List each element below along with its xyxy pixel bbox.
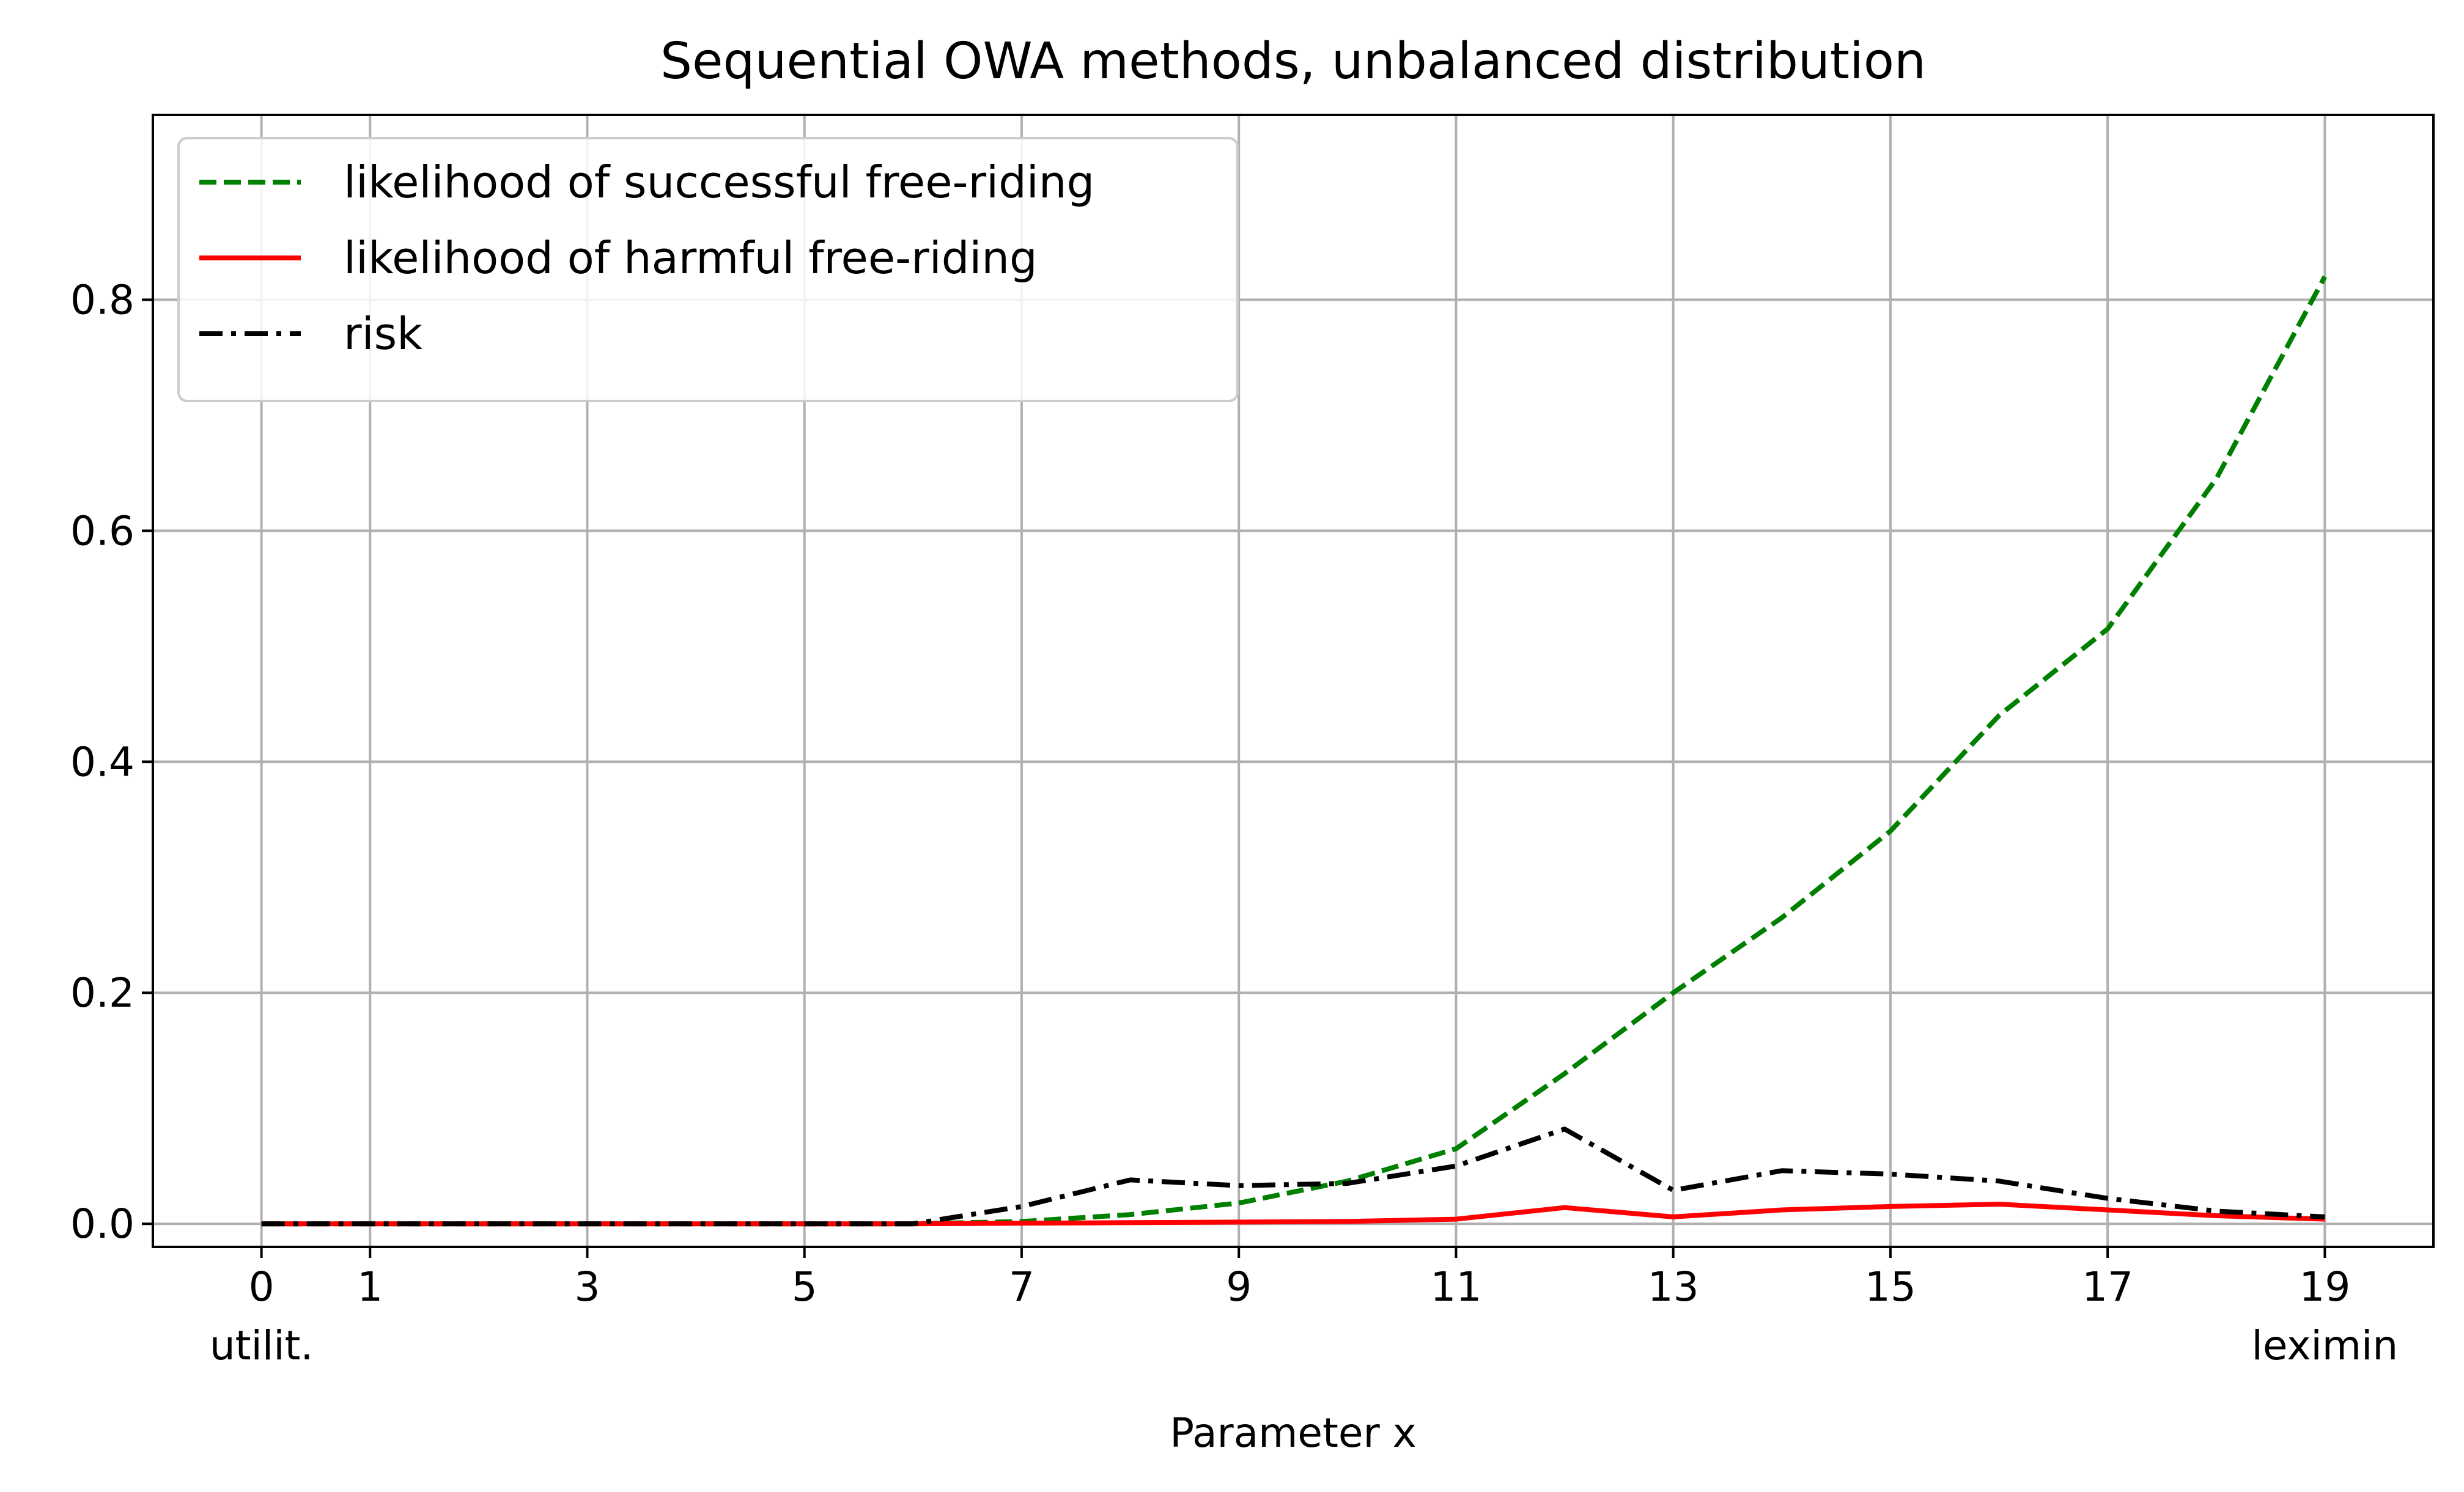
y-tick-label: 0.8 — [70, 276, 135, 323]
y-tick-label: 0.6 — [70, 507, 135, 554]
series-line-1 — [261, 275, 2327, 1227]
x-tick-label: 17 — [2082, 1263, 2133, 1310]
legend-label-1: likelihood of successful free-riding — [344, 156, 1094, 208]
x-tick-label: 11 — [1430, 1263, 1481, 1310]
legend-box — [177, 137, 1239, 402]
chart-title: Sequential OWA methods, unbalanced distr… — [660, 32, 1926, 90]
x-tick-sublabel: utilit. — [210, 1322, 314, 1369]
x-tick-sublabel: leximin — [2252, 1322, 2399, 1369]
y-tick-label: 0.4 — [70, 738, 135, 785]
x-tick-label: 7 — [1009, 1263, 1035, 1310]
series-line-3 — [261, 1126, 2325, 1227]
x-axis-label: Parameter x — [1170, 1409, 1416, 1457]
x-tick-label: 1 — [357, 1263, 383, 1310]
x-tick-label: 15 — [1865, 1263, 1916, 1310]
legend-label-3: risk — [344, 308, 422, 359]
y-axis-ticks: 0.0 0.2 0.4 0.6 0.8 — [70, 276, 153, 1248]
plot-series — [261, 275, 2327, 1227]
x-tick-label: 5 — [792, 1263, 817, 1310]
x-tick-label: 0 — [249, 1263, 275, 1310]
x-tick-label: 13 — [1648, 1263, 1699, 1310]
series-line-2 — [261, 1202, 2325, 1227]
x-tick-label: 9 — [1226, 1263, 1252, 1310]
y-tick-label: 0.0 — [70, 1200, 135, 1248]
y-tick-label: 0.2 — [70, 969, 135, 1016]
x-tick-label: 19 — [2299, 1263, 2350, 1310]
legend-label-2: likelihood of harmful free-riding — [344, 232, 1038, 284]
plot-frame — [152, 114, 2435, 1248]
legend: likelihood of successful free-riding like… — [177, 137, 1239, 402]
x-tick-label: 3 — [574, 1263, 600, 1310]
